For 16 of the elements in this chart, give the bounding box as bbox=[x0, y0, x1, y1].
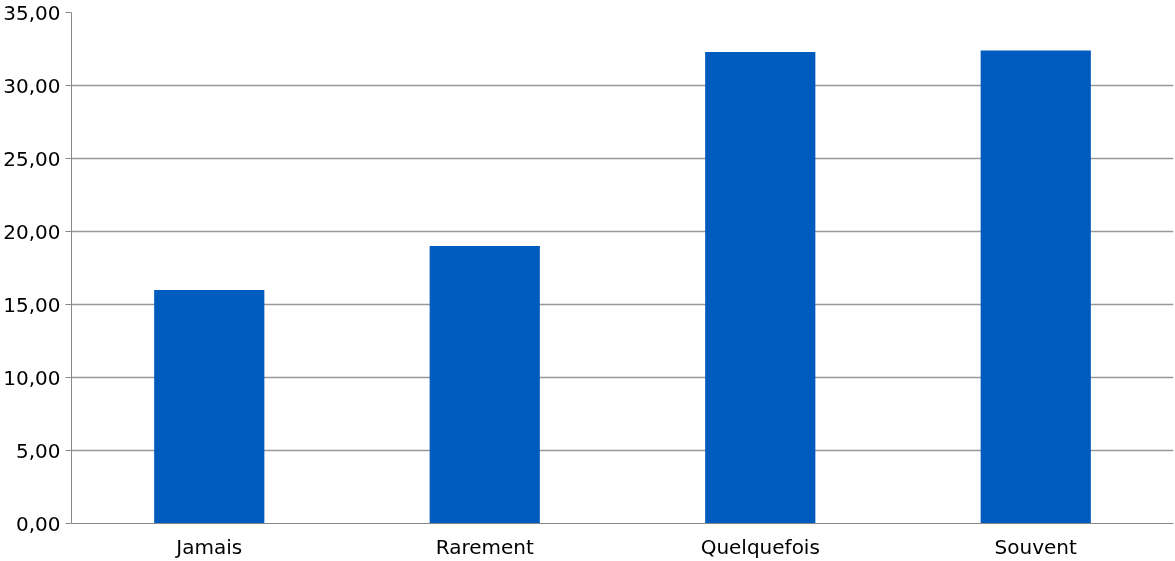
bar bbox=[154, 289, 265, 524]
y-tick-label: 30,00 bbox=[3, 73, 61, 98]
y-tick-label: 0,00 bbox=[15, 511, 61, 536]
y-tick-label: 35,00 bbox=[3, 0, 61, 25]
bar bbox=[705, 51, 816, 524]
y-tick-label: 10,00 bbox=[3, 365, 61, 390]
x-tick-label: Jamais bbox=[174, 534, 243, 559]
x-tick-label: Rarement bbox=[435, 534, 534, 559]
y-tick-label: 15,00 bbox=[3, 292, 61, 317]
x-tick-label: Quelquefois bbox=[700, 534, 820, 559]
bar bbox=[980, 50, 1091, 524]
bar bbox=[429, 246, 540, 524]
y-tick-label: 5,00 bbox=[15, 438, 61, 463]
y-tick-label: 25,00 bbox=[3, 146, 61, 171]
y-tick-label: 20,00 bbox=[3, 219, 61, 244]
x-tick-label: Souvent bbox=[994, 534, 1078, 559]
